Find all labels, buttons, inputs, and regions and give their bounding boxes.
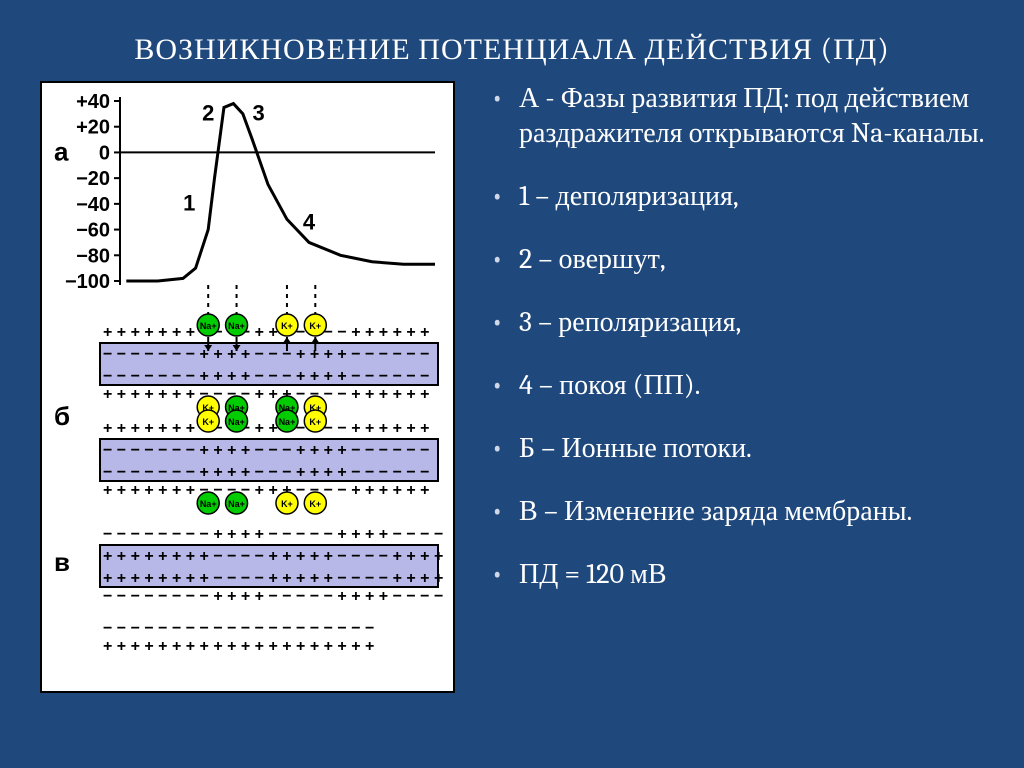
svg-text:−20: −20 — [76, 168, 110, 190]
svg-text:− − − − − − − + + + + − − −: − − − − − − − + + + + − − − + + + + − − … — [103, 346, 430, 363]
svg-text:−80: −80 — [76, 245, 110, 267]
svg-text:Na+: Na+ — [228, 417, 245, 427]
svg-text:− − − − − − − − + + + + − − −: − − − − − − − − + + + + − − − − − + + + … — [103, 526, 443, 543]
bullet-item: Б – Ионные потоки. — [491, 431, 994, 466]
svg-text:Na+: Na+ — [228, 321, 245, 331]
svg-text:− − − − − − − − − − − − − − −: − − − − − − − − − − − − − − − − − − − − — [103, 620, 374, 637]
svg-text:K+: K+ — [309, 417, 321, 427]
diagram-panel: +40 +20 0 −20 −40 −60 −80 −100 1 2 3 4 а + + + + + + … — [40, 81, 455, 693]
svg-text:+ + + + + + + − − − − + + +: + + + + + + + − − − − + + + − − − − + + … — [103, 420, 430, 437]
bullet-item: ПД = 120 мВ — [491, 557, 994, 592]
svg-text:−60: −60 — [76, 220, 110, 242]
svg-text:+ + + + + + + + + + + + + + +: + + + + + + + + + + + + + + + + + + + + — [103, 638, 374, 655]
action-potential-diagram: +40 +20 0 −20 −40 −60 −80 −100 1 2 3 4 а + + + + + + … — [40, 81, 455, 693]
svg-text:+40: +40 — [76, 91, 110, 113]
svg-text:− − − − − − − + + + + − − −: − − − − − − − + + + + − − − + + + + − − … — [103, 368, 430, 385]
bullet-item: А - Фазы развития ПД: под действием разд… — [491, 81, 994, 151]
content-row: +40 +20 0 −20 −40 −60 −80 −100 1 2 3 4 а + + + + + + … — [0, 81, 1024, 693]
svg-text:а: а — [54, 136, 69, 166]
svg-text:− − − − − − − + + + + − − −: − − − − − − − + + + + − − − + + + + − − … — [103, 442, 430, 459]
svg-text:б: б — [54, 401, 70, 431]
svg-text:Na+: Na+ — [200, 499, 217, 509]
svg-text:K+: K+ — [281, 499, 293, 509]
svg-text:2: 2 — [202, 100, 214, 125]
svg-text:−100: −100 — [65, 271, 110, 293]
bullet-list: А - Фазы развития ПД: под действием разд… — [455, 81, 994, 693]
svg-text:− − − − − − − + + + + − − −: − − − − − − − + + + + − − − + + + + − − … — [103, 464, 430, 481]
svg-text:3: 3 — [252, 100, 264, 125]
svg-text:4: 4 — [303, 210, 316, 235]
svg-text:+ + + + + + + + − − − − + + +: + + + + + + + + − − − − + + + + + − − − … — [103, 570, 443, 587]
bullet-item: В – Изменение заряда мембраны. — [491, 494, 994, 529]
svg-text:− − − − − − − − + + + + − − −: − − − − − − − − + + + + − − − − − + + + … — [103, 588, 443, 605]
svg-text:K+: K+ — [202, 417, 214, 427]
svg-text:+ + + + + + + − − − − + + +: + + + + + + + − − − − + + + − − − − + + … — [103, 324, 430, 341]
svg-text:+20: +20 — [76, 117, 110, 139]
bullet-item: 3 – реполяризация, — [491, 305, 994, 340]
svg-text:0: 0 — [99, 142, 110, 164]
slide-title: ВОЗНИКНОВЕНИЕ ПОТЕНЦИАЛА ДЕЙСТВИЯ (ПД) — [0, 0, 1024, 81]
svg-text:в: в — [54, 547, 70, 577]
bullet-item: 4 – покоя (ПП). — [491, 368, 994, 403]
svg-text:1: 1 — [183, 190, 195, 215]
bullet-item: 2 – овершут, — [491, 242, 994, 277]
svg-text:+ + + + + + + − − − − + + +: + + + + + + + − − − − + + + − − − − + + … — [103, 482, 430, 499]
svg-text:+ + + + + + + + − − − − + + +: + + + + + + + + − − − − + + + + + − − − … — [103, 548, 443, 565]
svg-text:−40: −40 — [76, 194, 110, 216]
svg-text:K+: K+ — [309, 321, 321, 331]
bullet-item: 1 – деполяризация, — [491, 179, 994, 214]
svg-text:K+: K+ — [281, 321, 293, 331]
svg-text:+ + + + + + + − − − − + + +: + + + + + + + − − − − + + + − − − − + + … — [103, 386, 430, 403]
svg-text:Na+: Na+ — [228, 499, 245, 509]
svg-text:Na+: Na+ — [279, 417, 296, 427]
svg-text:Na+: Na+ — [200, 321, 217, 331]
svg-text:K+: K+ — [309, 499, 321, 509]
